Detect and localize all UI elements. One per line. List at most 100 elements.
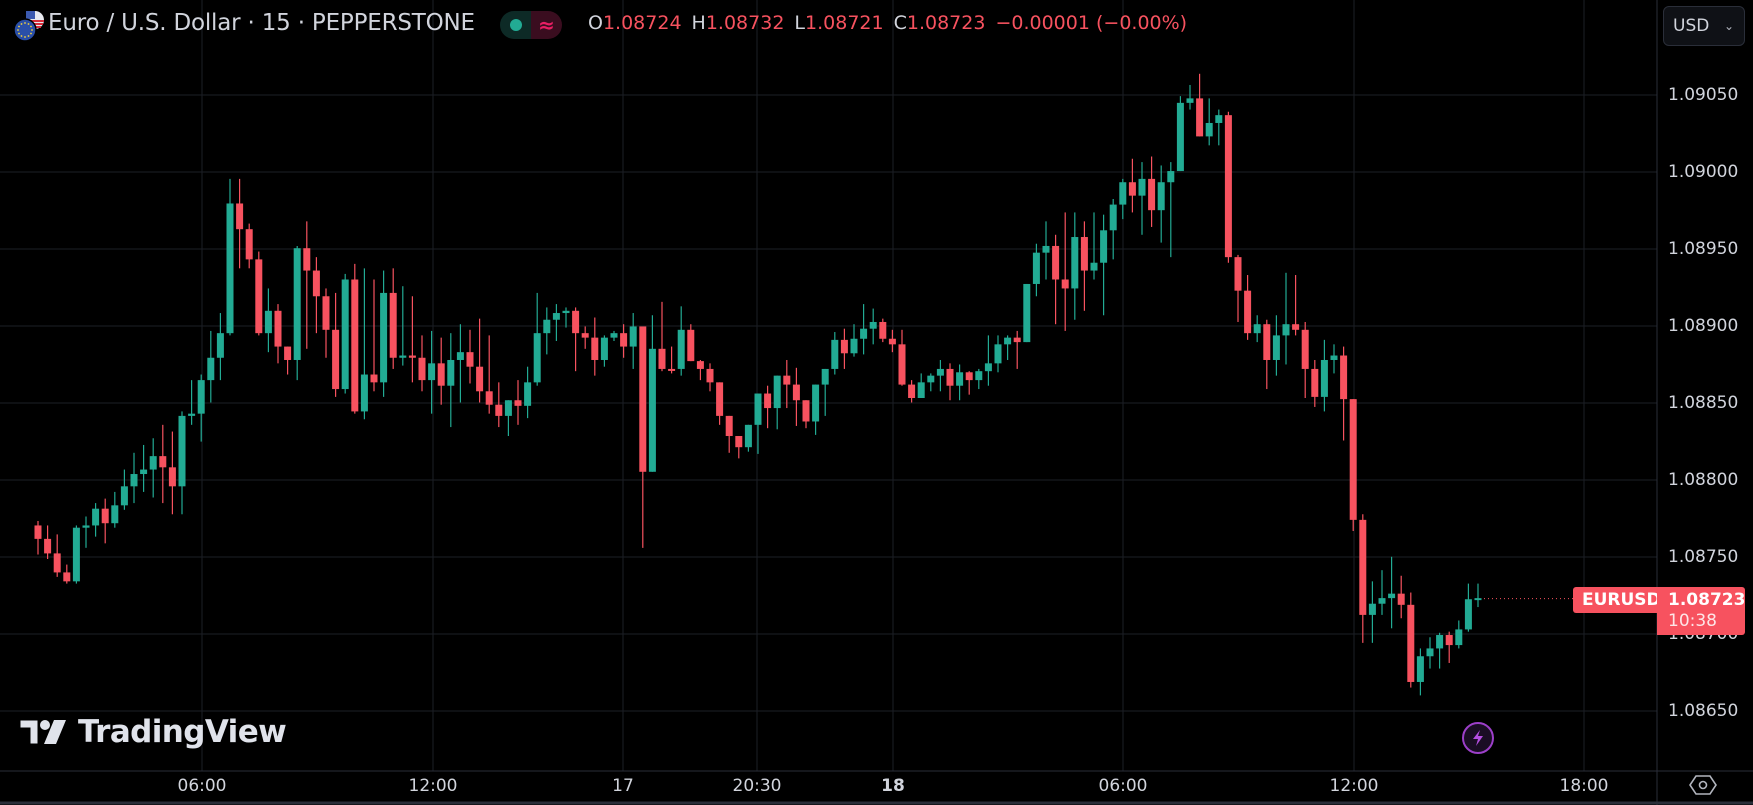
candle-up — [677, 329, 685, 369]
candle-down — [668, 368, 676, 371]
last-price-tag: 1.08723 10:38 — [1657, 587, 1745, 635]
high-label: H — [691, 12, 706, 34]
candle-down — [312, 270, 320, 297]
last-price-symbol-tag: EURUSD — [1573, 587, 1670, 613]
candle-up — [1474, 598, 1482, 601]
approx-icon: ≈ — [538, 13, 555, 37]
candle-down — [1301, 329, 1309, 369]
settings-icon[interactable] — [1688, 770, 1718, 800]
candle-down — [1292, 324, 1300, 330]
currency-label: USD — [1673, 16, 1710, 36]
candle-down — [168, 467, 176, 487]
candle-up — [754, 393, 762, 425]
price-tick-label: 1.08900 — [1668, 316, 1739, 336]
bar-countdown: 10:38 — [1668, 611, 1717, 631]
market-status-pill[interactable]: ≈ — [500, 11, 562, 39]
candle-up — [1253, 324, 1261, 334]
candle-up — [1032, 252, 1040, 284]
candle-down — [1148, 178, 1156, 211]
last-price-value: 1.08723 — [1668, 590, 1746, 610]
candle-down — [53, 553, 61, 573]
candle-down — [716, 382, 724, 416]
candle-down — [898, 344, 906, 385]
candle-down — [620, 333, 628, 347]
candle-down — [1359, 519, 1367, 615]
time-tick-label: 12:00 — [408, 776, 458, 796]
price-tick-label: 1.08650 — [1668, 701, 1739, 721]
candle-down — [1445, 635, 1453, 646]
candle-down — [485, 391, 493, 405]
candle-down — [101, 508, 109, 524]
candle-up — [1100, 230, 1108, 263]
candle-up — [1368, 603, 1376, 615]
candle-down — [1244, 290, 1252, 334]
candle-down — [1196, 98, 1204, 137]
open-label: O — [588, 12, 603, 34]
candle-up — [956, 372, 964, 386]
candle-down — [1080, 237, 1088, 271]
candle-down — [322, 296, 330, 330]
low-label: L — [794, 12, 806, 34]
candle-up — [812, 384, 820, 422]
candle-up — [130, 474, 138, 487]
candle-up — [821, 368, 829, 385]
candle-up — [600, 337, 608, 360]
price-tick-label: 1.09000 — [1668, 162, 1739, 182]
time-tick-label: 20:30 — [732, 776, 782, 796]
currency-select[interactable]: USD ⌄ — [1663, 6, 1745, 46]
candle-up — [1464, 599, 1472, 630]
candle-down — [696, 361, 704, 369]
candle-down — [1263, 324, 1271, 360]
candle-up — [207, 357, 215, 381]
candle-up — [1071, 237, 1079, 289]
candle-down — [236, 203, 244, 230]
candle-up — [1090, 262, 1098, 271]
candle-down — [389, 292, 397, 358]
candle-up — [629, 326, 637, 347]
candle-down — [591, 337, 599, 360]
candle-down — [783, 375, 791, 385]
candle-down — [1052, 245, 1060, 280]
candle-up — [140, 469, 148, 475]
candle-down — [764, 393, 772, 409]
candle-down — [284, 346, 292, 360]
lightning-icon[interactable] — [1462, 722, 1494, 754]
close-label: C — [893, 12, 907, 34]
candle-down — [303, 248, 311, 271]
candle-up — [1215, 115, 1223, 123]
candle-up — [1186, 98, 1194, 103]
price-tick-label: 1.08950 — [1668, 239, 1739, 259]
candle-up — [860, 328, 868, 339]
time-tick-label: 06:00 — [1098, 776, 1148, 796]
candle-up — [1320, 359, 1328, 397]
candle-down — [735, 436, 743, 448]
candle-down — [1224, 115, 1232, 258]
candle-down — [1311, 368, 1319, 397]
candle-down — [888, 338, 896, 345]
candle-down — [418, 357, 426, 381]
candle-down — [466, 352, 474, 367]
symbol-title[interactable]: Euro / U.S. Dollar · 15 · PEPPERSTONE — [48, 10, 475, 36]
time-tick-label: 18:00 — [1559, 776, 1609, 796]
candle-up — [197, 380, 205, 414]
candle-up — [92, 508, 100, 526]
candle-up — [1042, 245, 1050, 253]
candle-up — [975, 371, 983, 381]
candle-up — [293, 248, 301, 360]
candle-up — [504, 400, 512, 416]
candle-up — [994, 344, 1002, 364]
candle-down — [370, 374, 378, 383]
candle-up — [428, 363, 436, 381]
tradingview-watermark[interactable]: TradingView — [18, 714, 287, 750]
candle-down — [639, 326, 647, 472]
candle-up — [264, 310, 272, 334]
candle-down — [1397, 593, 1405, 605]
candle-up — [399, 355, 407, 358]
candle-down — [1349, 399, 1357, 520]
high-value: 1.08732 — [705, 12, 785, 34]
candle-down — [351, 279, 359, 412]
candle-up — [936, 368, 944, 376]
candle-up — [1004, 337, 1012, 345]
candle-down — [514, 400, 522, 406]
